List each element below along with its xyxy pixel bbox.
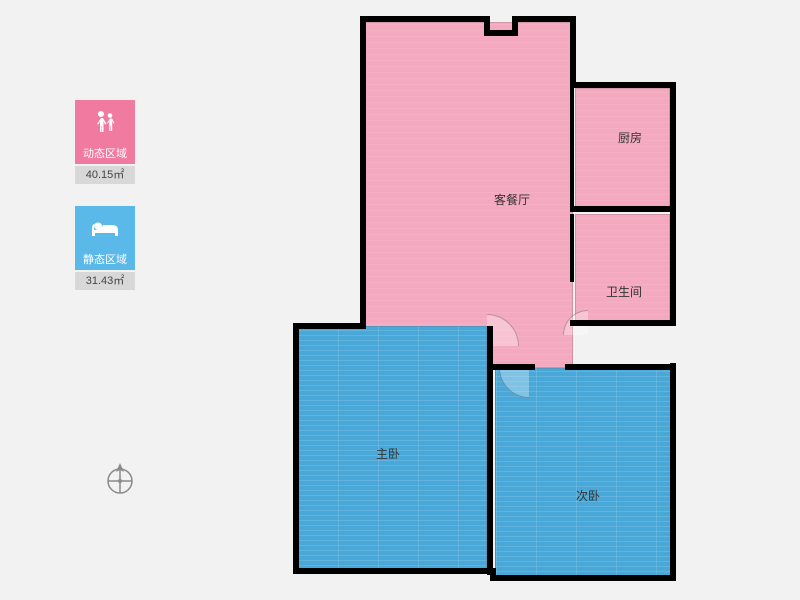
wall-interior xyxy=(565,364,676,370)
legend-static-value: 31.43㎡ xyxy=(75,272,135,290)
wall-interior xyxy=(487,368,493,575)
wall-outline xyxy=(570,16,576,88)
room-kitchen-label: 厨房 xyxy=(618,129,642,146)
wall-interior xyxy=(487,364,535,370)
room-bathroom-label: 卫生间 xyxy=(606,283,642,300)
people-icon xyxy=(75,100,135,144)
legend-static: 静态区域 31.43㎡ xyxy=(75,206,135,290)
wall-interior xyxy=(570,320,676,326)
legend-static-label: 静态区域 xyxy=(75,250,135,270)
wall-outline xyxy=(484,16,490,30)
wall-outline xyxy=(490,575,676,581)
legend-dynamic-label: 动态区域 xyxy=(75,144,135,164)
legend-dynamic: 动态区域 40.15㎡ xyxy=(75,100,135,184)
legend-dynamic-value: 40.15㎡ xyxy=(75,166,135,184)
wall-interior xyxy=(570,88,574,208)
bed-icon xyxy=(75,206,135,250)
floorplan: 客餐厅 厨房 卫生间 主卧 次卧 xyxy=(285,8,690,588)
room-master-label: 主卧 xyxy=(376,445,400,462)
wall-interior xyxy=(487,326,493,368)
room-living: 客餐厅 xyxy=(363,22,573,368)
wall-outline xyxy=(293,323,299,574)
wall-outline xyxy=(293,323,365,329)
room-second-label: 次卧 xyxy=(576,487,600,504)
room-kitchen: 厨房 xyxy=(575,88,670,208)
wall-outline xyxy=(670,363,676,581)
room-master: 主卧 xyxy=(297,326,487,572)
wall-outline xyxy=(293,568,496,574)
wall-outline xyxy=(484,30,512,36)
wall-interior xyxy=(570,214,574,282)
room-bathroom: 卫生间 xyxy=(575,214,670,322)
compass-icon xyxy=(100,459,140,504)
wall-outline xyxy=(512,16,576,22)
wall-outline xyxy=(360,16,366,329)
wall-interior xyxy=(570,206,674,212)
wall-outline xyxy=(570,82,676,88)
legend: 动态区域 40.15㎡ 静态区域 31.43㎡ xyxy=(75,100,139,312)
wall-outline xyxy=(670,82,676,326)
room-second: 次卧 xyxy=(495,368,673,578)
wall-outline xyxy=(360,16,490,22)
room-living-label: 客餐厅 xyxy=(494,191,530,208)
